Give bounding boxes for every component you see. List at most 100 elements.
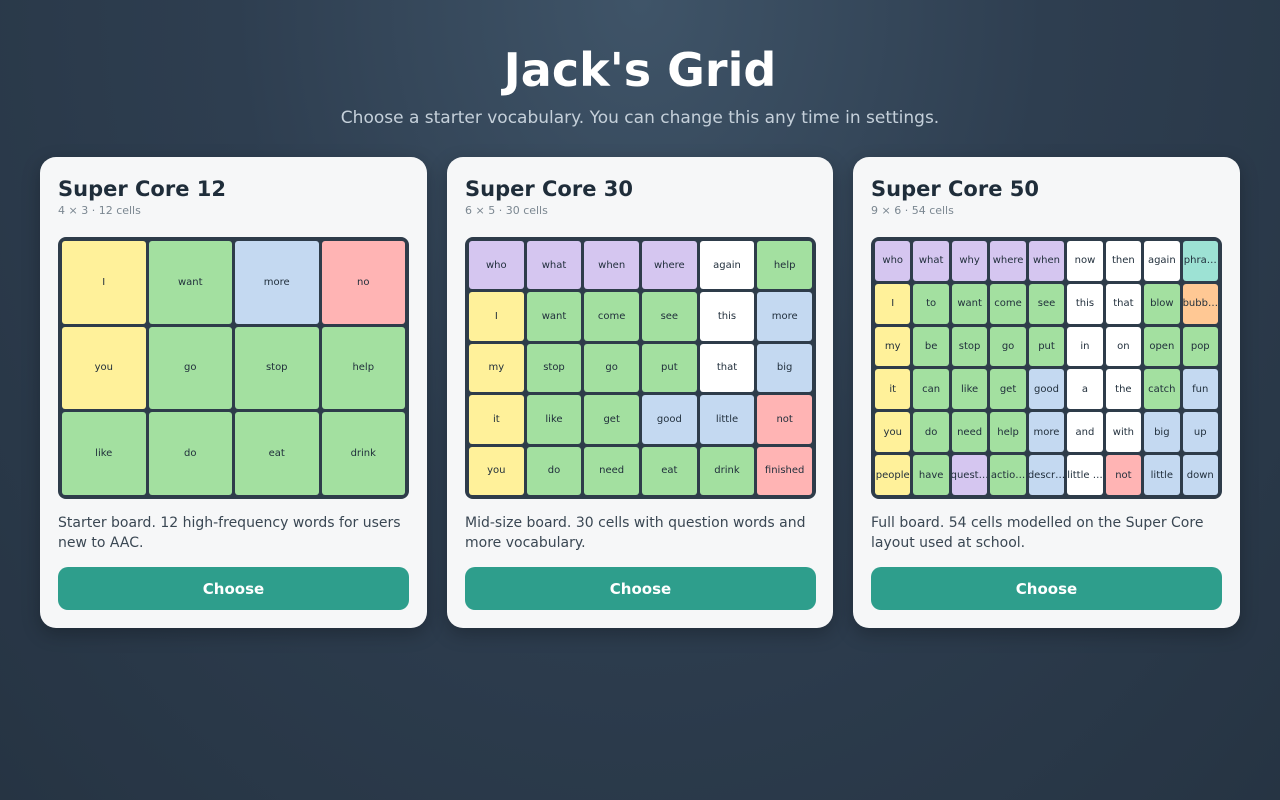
grid-cell: descr… bbox=[1028, 455, 1065, 495]
grid-cell: on bbox=[1105, 326, 1142, 367]
grid-cell: need bbox=[584, 446, 639, 495]
grid-cell: do bbox=[526, 446, 582, 495]
board-meta: 6 × 5 · 30 cells bbox=[465, 204, 548, 217]
grid-cell: good bbox=[642, 395, 697, 444]
board-title: Super Core 30 bbox=[465, 177, 633, 201]
grid-cell: more bbox=[1028, 412, 1065, 453]
grid-cell: people bbox=[875, 455, 911, 495]
grid-cell: get bbox=[990, 369, 1026, 410]
grid-cell: do bbox=[913, 412, 949, 453]
grid-cell: blow bbox=[1144, 283, 1180, 324]
grid-cell: what bbox=[913, 241, 949, 281]
page-title: Jack's Grid bbox=[503, 43, 777, 97]
grid-cell: stop bbox=[951, 326, 988, 367]
grid-cell: like bbox=[526, 395, 582, 444]
grid-cell: catch bbox=[1144, 369, 1180, 410]
grid-cell: big bbox=[1144, 412, 1180, 453]
grid-cell: not bbox=[757, 395, 812, 444]
grid-cell: phra… bbox=[1182, 241, 1218, 281]
board-meta: 4 × 3 · 12 cells bbox=[58, 204, 141, 217]
grid-cell: more bbox=[235, 241, 319, 324]
grid-cell: put bbox=[1028, 326, 1065, 367]
grid-cell: get bbox=[584, 395, 639, 444]
grid-cell: that bbox=[699, 343, 755, 393]
grid-cell: I bbox=[62, 241, 146, 324]
grid-cell: see bbox=[1028, 283, 1065, 324]
grid-cell: where bbox=[990, 241, 1026, 281]
grid-cell: with bbox=[1105, 412, 1142, 453]
grid-cell: not bbox=[1105, 455, 1142, 495]
board-description: Mid-size board. 30 cells with question w… bbox=[465, 515, 806, 551]
grid-cell: like bbox=[951, 369, 988, 410]
grid-cell: again bbox=[1144, 241, 1180, 281]
page-subtitle: Choose a starter vocabulary. You can cha… bbox=[340, 108, 940, 128]
grid-cell: the bbox=[1105, 369, 1142, 410]
grid-cell: you bbox=[62, 326, 146, 410]
grid-cell: come bbox=[584, 292, 639, 341]
grid-cell: then bbox=[1105, 241, 1142, 281]
choose-button[interactable]: Choose bbox=[58, 567, 409, 610]
grid-cell: want bbox=[148, 241, 232, 324]
grid-cell: actio… bbox=[990, 455, 1026, 495]
grid-cell: no bbox=[321, 241, 405, 324]
grid-cell: a bbox=[1067, 369, 1103, 410]
grid-cell: help bbox=[990, 412, 1026, 453]
grid-cell: want bbox=[526, 292, 582, 341]
grid-cell: bubb… bbox=[1182, 283, 1218, 324]
board-card-super-core-30: Super Core 30 6 × 5 · 30 cells who what wh… bbox=[447, 157, 833, 628]
grid-cell: it bbox=[875, 369, 911, 410]
grid-cell: when bbox=[1028, 241, 1065, 281]
grid-cell: up bbox=[1182, 412, 1218, 453]
grid-cell: you bbox=[469, 446, 524, 495]
grid-cell: what bbox=[526, 241, 582, 290]
grid-cell: I bbox=[469, 292, 524, 341]
grid-cell: now bbox=[1067, 241, 1103, 281]
grid-cell: I bbox=[875, 283, 911, 324]
grid-cell: can bbox=[913, 369, 949, 410]
grid-cell: big bbox=[757, 343, 812, 393]
grid-cell: go bbox=[990, 326, 1026, 367]
grid-cell: open bbox=[1144, 326, 1180, 367]
grid-cell: go bbox=[584, 343, 639, 393]
choose-button[interactable]: Choose bbox=[871, 567, 1222, 610]
grid-cell: my bbox=[875, 326, 911, 367]
grid-cell: help bbox=[757, 241, 812, 290]
choose-button[interactable]: Choose bbox=[465, 567, 816, 610]
grid-cell: little bbox=[1144, 455, 1180, 495]
grid-cell: that bbox=[1105, 283, 1142, 324]
grid-cell: you bbox=[875, 412, 911, 453]
grid-cell: do bbox=[148, 412, 232, 495]
board-title: Super Core 50 bbox=[871, 177, 1039, 201]
grid-cell: good bbox=[1028, 369, 1065, 410]
grid-cell: help bbox=[321, 326, 405, 410]
grid-cell: fun bbox=[1182, 369, 1218, 410]
grid-cell: like bbox=[62, 412, 146, 495]
board-title: Super Core 12 bbox=[58, 177, 226, 201]
grid-cell: who bbox=[469, 241, 524, 290]
grid-cell: go bbox=[148, 326, 232, 410]
grid-cell: put bbox=[642, 343, 697, 393]
grid-cell: drink bbox=[699, 446, 755, 495]
board-description: Starter board. 12 high-frequency words f… bbox=[58, 515, 401, 551]
grid-cell: more bbox=[757, 292, 812, 341]
grid-cell: see bbox=[642, 292, 697, 341]
board-description: Full board. 54 cells modelled on the Sup… bbox=[871, 515, 1204, 551]
grid-cell: little bbox=[699, 395, 755, 444]
grid-cell: this bbox=[699, 292, 755, 341]
grid-cell: down bbox=[1182, 455, 1218, 495]
grid-cell: pop bbox=[1182, 326, 1218, 367]
grid-cell: have bbox=[913, 455, 949, 495]
grid-cell: to bbox=[913, 283, 949, 324]
grid-cell: want bbox=[951, 283, 988, 324]
grid-cell: where bbox=[642, 241, 697, 290]
grid-cell: why bbox=[951, 241, 988, 281]
board-meta: 9 × 6 · 54 cells bbox=[871, 204, 954, 217]
grid-cell: drink bbox=[321, 412, 405, 495]
grid-cell: be bbox=[913, 326, 949, 367]
grid-cell: again bbox=[699, 241, 755, 290]
grid-cell: come bbox=[990, 283, 1026, 324]
